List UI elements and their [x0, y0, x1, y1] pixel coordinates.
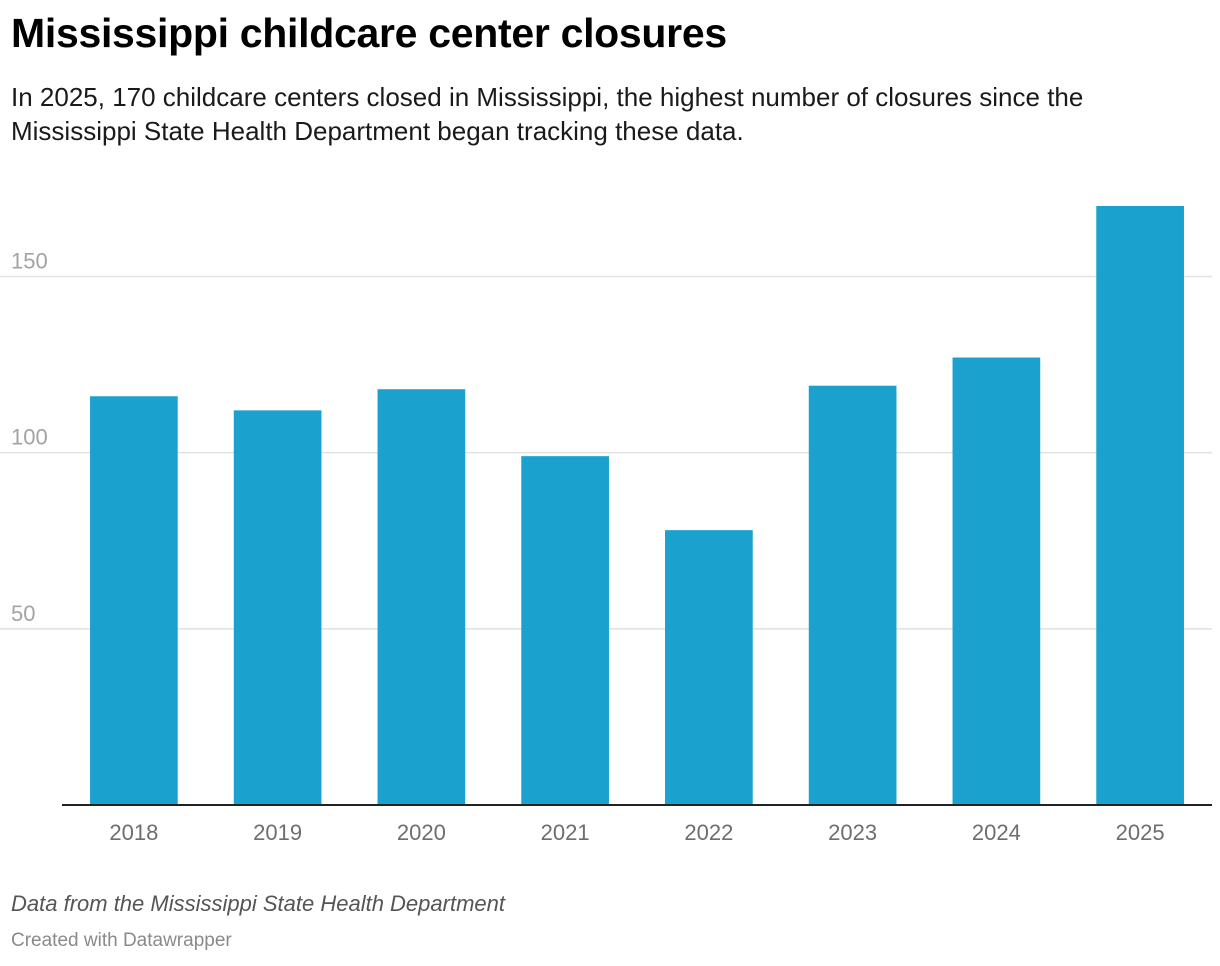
bar-2018 [90, 396, 178, 805]
bar-2023 [808, 385, 897, 805]
x-tick-label: 2025 [1116, 820, 1165, 845]
bar-2025 [1096, 206, 1184, 805]
bar-2024 [952, 357, 1041, 805]
x-tick-label: 2023 [828, 820, 877, 845]
x-axis-ticks: 2018 2019 2020 2021 2022 2023 2024 2025 [109, 820, 1164, 845]
x-tick-label: 2022 [684, 820, 733, 845]
x-tick-label: 2019 [253, 820, 302, 845]
y-tick-label: 50 [11, 601, 35, 626]
x-tick-label: 2021 [541, 820, 590, 845]
chart-title: Mississippi childcare center closures [11, 10, 727, 56]
x-tick-label: 2018 [109, 820, 158, 845]
source-note: Data from the Mississippi State Health D… [11, 891, 505, 916]
bar-2021 [521, 456, 609, 805]
chart-subtitle: In 2025, 170 childcare centers closed in… [11, 82, 1084, 146]
bars [90, 206, 1184, 805]
bar-2022 [665, 530, 753, 805]
y-tick-label: 100 [11, 425, 48, 450]
x-tick-label: 2020 [397, 820, 446, 845]
bar-2020 [377, 389, 466, 805]
y-tick-label: 150 [11, 248, 48, 273]
y-axis-ticks: 50 100 150 [11, 248, 48, 625]
credit-line: Created with Datawrapper [11, 930, 232, 951]
bar-2019 [233, 410, 322, 805]
x-tick-label: 2024 [972, 820, 1021, 845]
